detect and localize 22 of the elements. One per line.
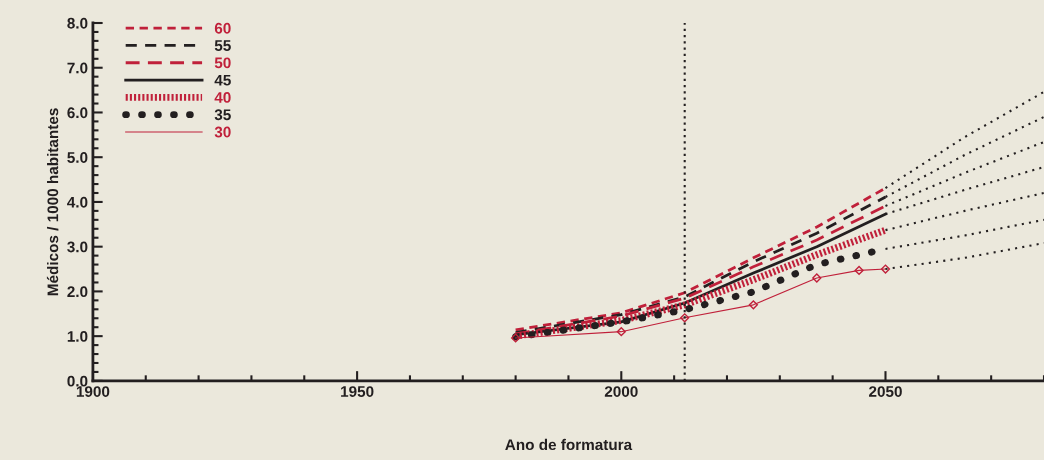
x-tick-label: 2000 (604, 386, 638, 397)
y-tick-label: 3.0 (67, 241, 88, 253)
legend-label: 60 (214, 22, 231, 34)
legend-label: 40 (214, 92, 231, 103)
y-tick-label: 7.0 (67, 62, 88, 74)
legend-label: 35 (214, 109, 231, 121)
y-tick-label: 6.0 (67, 107, 88, 119)
y-tick-label: 5.0 (67, 152, 88, 163)
y-tick-label: 0.0 (67, 375, 88, 387)
y-tick-label: 1.0 (67, 331, 88, 342)
y-tick-label: 4.0 (67, 196, 88, 208)
x-axis-title: Ano de formatura (505, 438, 633, 451)
y-tick-label: 8.0 (67, 17, 88, 29)
x-tick-label: 2050 (869, 386, 902, 397)
legend-label: 55 (214, 40, 231, 51)
y-tick-label: 2.0 (67, 286, 88, 298)
x-tick-label: 1900 (76, 386, 110, 397)
legend-label: 45 (214, 74, 231, 86)
legend-label: 50 (214, 57, 231, 69)
y-axis-title: Médicos / 1000 habitantes (46, 108, 59, 296)
x-tick-label: 1950 (341, 386, 374, 397)
legend-label: 30 (214, 126, 231, 138)
